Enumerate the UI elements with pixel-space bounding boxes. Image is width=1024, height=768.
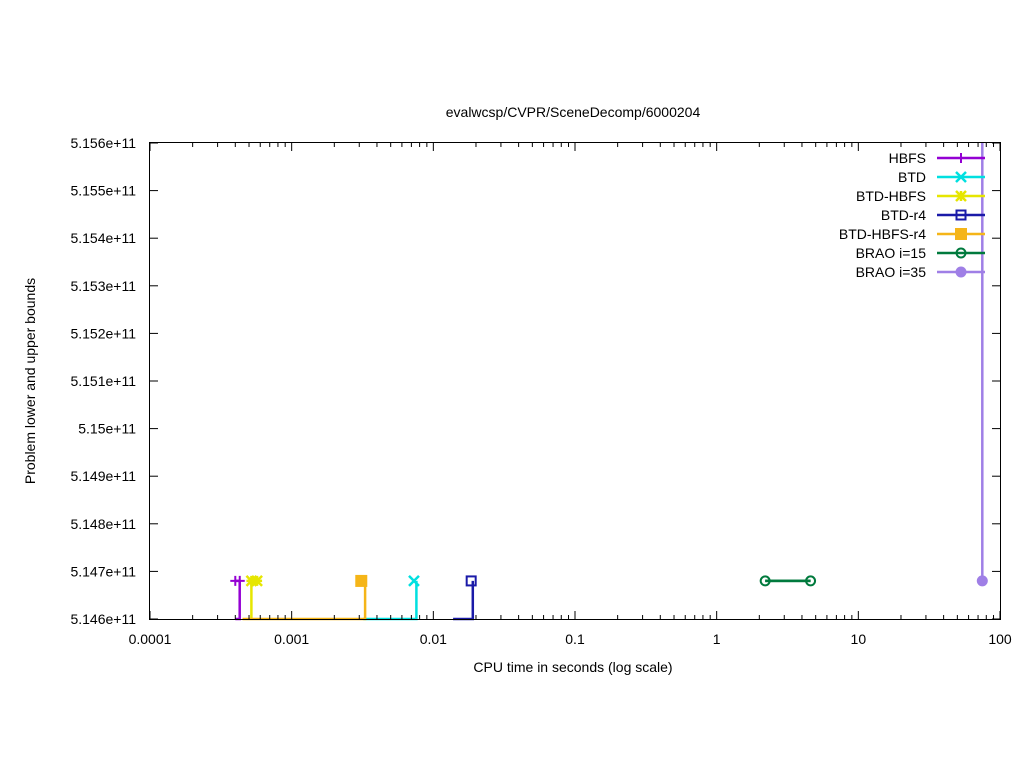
legend-marker	[955, 171, 967, 183]
legend-label: BTD	[898, 169, 926, 185]
y-axis: 5.146e+11 5.147e+11 5.148e+11 5.149e+11 5.15…	[70, 135, 1000, 627]
series-point	[408, 575, 420, 587]
series-3	[453, 575, 477, 621]
series-lower-bound-line	[453, 580, 475, 621]
series-5	[759, 575, 817, 587]
legend-label: BRAO i=15	[856, 245, 927, 261]
y-tick-label: 5.15e+11	[78, 421, 136, 437]
legend-label: HBFS	[889, 150, 926, 166]
series-point	[759, 575, 771, 587]
y-tick-label: 5.148e+11	[70, 516, 136, 532]
chart-title: evalwcsp/CVPR/SceneDecomp/6000204	[446, 104, 701, 120]
legend-marker	[955, 209, 967, 221]
legend-marker	[955, 247, 967, 259]
series-1	[363, 575, 420, 621]
x-tick-label: 0.01	[420, 631, 447, 647]
y-tick-label: 5.153e+11	[70, 278, 136, 294]
series-2	[245, 575, 263, 619]
plot-area	[230, 143, 988, 621]
series-point	[234, 575, 245, 586]
y-tick-label: 5.149e+11	[70, 468, 136, 484]
y-axis-label: Problem lower and upper bounds	[22, 278, 38, 484]
legend-marker	[955, 190, 967, 202]
x-tick-label: 0.1	[565, 631, 585, 647]
series-lower-bound-line	[235, 580, 241, 621]
legend-marker	[956, 153, 966, 163]
series-6	[976, 143, 988, 587]
y-tick-label: 5.156e+11	[70, 135, 136, 151]
series-point	[465, 575, 477, 587]
series-point	[251, 575, 263, 587]
legend-label: BTD-HBFS-r4	[839, 226, 926, 242]
series-point	[245, 575, 258, 587]
x-axis-label: CPU time in seconds (log scale)	[473, 659, 672, 675]
legend-marker	[955, 266, 967, 278]
legend: HBFS BTD BTD-HBFS BTD-r4 BTD-HBFS-r4 BRAO i=1…	[839, 150, 985, 280]
series-lower-bound-line	[242, 580, 367, 621]
plot-frame	[149, 142, 1001, 620]
legend-marker	[955, 228, 967, 240]
y-tick-label: 5.154e+11	[70, 230, 136, 246]
series-point	[805, 575, 817, 587]
x-tick-label: 10	[851, 631, 867, 647]
y-tick-label: 5.147e+11	[70, 563, 136, 579]
y-tick-label: 5.155e+11	[70, 183, 136, 199]
x-tick-label: 0.0001	[129, 631, 172, 647]
y-tick-label: 5.146e+11	[70, 611, 136, 627]
series-lower-bound-line	[363, 580, 418, 621]
y-tick-label: 5.152e+11	[70, 325, 136, 341]
series-point	[355, 574, 368, 587]
legend-label: BTD-r4	[881, 207, 926, 223]
series-point	[976, 575, 988, 587]
legend-label: BTD-HBFS	[856, 188, 926, 204]
x-tick-label: 0.001	[274, 631, 309, 647]
series-0	[230, 575, 245, 621]
y-tick-label: 5.151e+11	[70, 373, 136, 389]
x-tick-label: 100	[988, 631, 1012, 647]
x-tick-label: 1	[713, 631, 721, 647]
legend-label: BRAO i=35	[856, 264, 927, 280]
x-axis: 0.0001 0.001 0.01 0.1 1 10 100	[129, 143, 1012, 647]
